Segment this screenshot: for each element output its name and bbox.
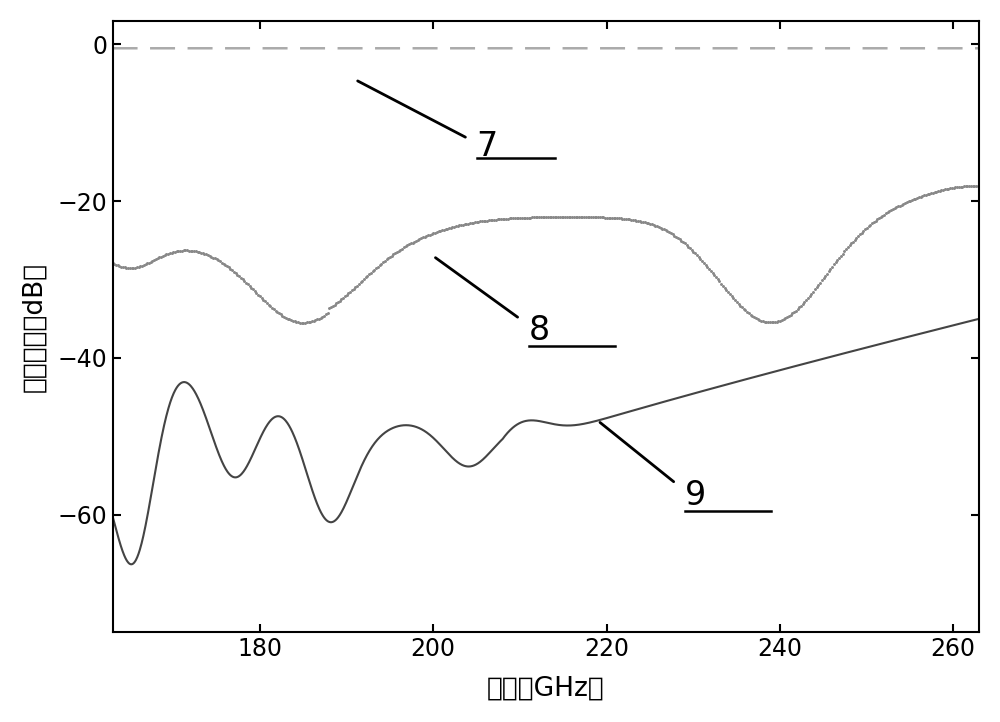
Text: 9: 9 (685, 479, 706, 512)
X-axis label: 频率（GHz）: 频率（GHz） (487, 675, 605, 701)
Text: 7: 7 (477, 130, 498, 162)
Text: 8: 8 (529, 314, 550, 347)
Y-axis label: 散射参数（dB）: 散射参数（dB） (21, 261, 47, 392)
